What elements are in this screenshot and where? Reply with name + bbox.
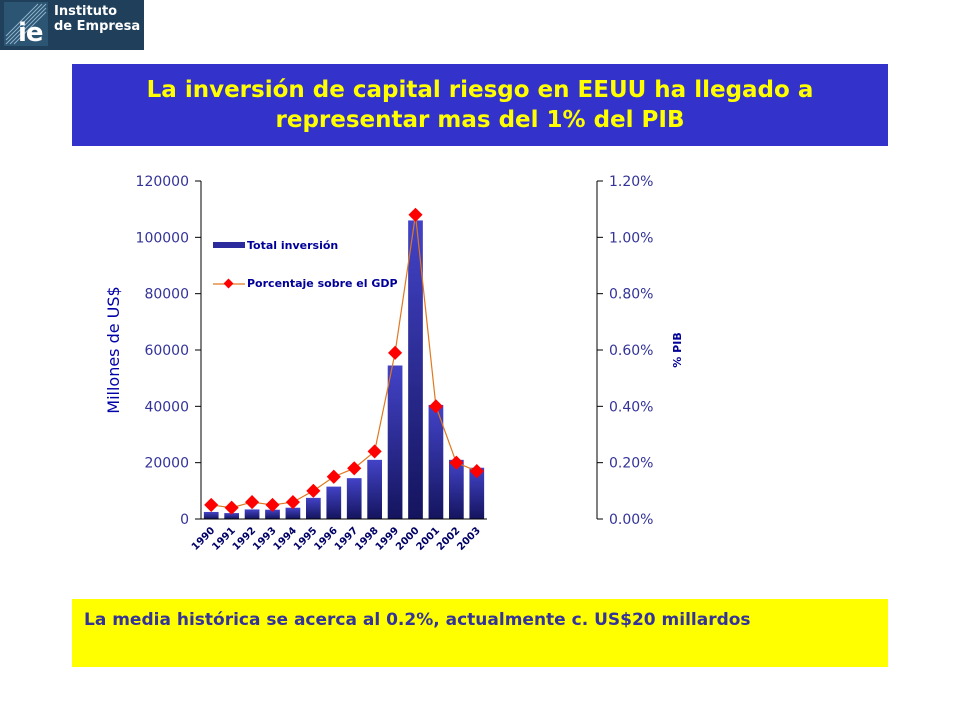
bar-series <box>203 220 485 519</box>
point-2001 <box>428 399 443 414</box>
point-1999 <box>388 345 403 360</box>
bar-2002 <box>449 459 464 519</box>
logo-initials: ie <box>18 18 44 48</box>
right-tick-label: 0.20% <box>609 456 653 472</box>
right-tick-label: 0.80% <box>609 287 653 303</box>
left-y-axis: 0 20000 40000 60000 80000 100000 120000 <box>136 174 202 528</box>
point-1993 <box>265 497 280 512</box>
point-1996 <box>326 469 341 484</box>
y2-axis-label: % PIB <box>671 332 684 367</box>
institution-logo: ie Instituto de Empresa <box>0 0 144 50</box>
bar-1999 <box>387 365 403 519</box>
legend-bar-swatch <box>213 242 245 248</box>
legend-label-bars: Total inversión <box>247 239 338 252</box>
logo-text-line2: de Empresa <box>54 19 141 34</box>
bar-1995 <box>306 497 321 519</box>
legend-label-line: Porcentaje sobre el GDP <box>247 277 398 290</box>
x-axis: 1990199119921993199419951996199719981999… <box>190 518 487 553</box>
point-1997 <box>347 461 362 476</box>
y-axis-label: Millones de US$ <box>104 286 123 413</box>
left-tick-label: 100000 <box>136 230 189 246</box>
left-tick-label: 60000 <box>144 343 189 359</box>
page-title: La inversión de capital riesgo en EEUU h… <box>146 77 814 133</box>
bar-1992 <box>244 509 260 519</box>
right-y-axis: 0.00% 0.20% 0.40% 0.60% 0.80% 1.00% 1.20% <box>596 174 653 528</box>
point-2000 <box>408 207 423 222</box>
bar-1994 <box>285 507 301 519</box>
logo-mark-icon <box>4 2 48 46</box>
legend-marker-swatch <box>223 278 234 289</box>
bar-1998 <box>367 459 382 519</box>
left-tick-label: 0 <box>180 512 189 528</box>
point-2003 <box>469 464 484 479</box>
bar-2003 <box>469 467 485 519</box>
legend: Total inversión Porcentaje sobre el GDP <box>213 239 398 290</box>
bar-2000 <box>408 220 423 519</box>
left-tick-label: 80000 <box>144 287 189 303</box>
bar-1997 <box>346 478 362 519</box>
note-text: La media histórica se acerca al 0.2%, ac… <box>84 610 751 630</box>
x-tick-label: 2003 <box>455 525 482 552</box>
point-1998 <box>367 444 382 459</box>
title-banner: La inversión de capital riesgo en EEUU h… <box>72 64 888 146</box>
right-tick-label: 0.40% <box>609 399 653 415</box>
point-1990 <box>204 497 219 512</box>
bar-2001 <box>428 404 444 519</box>
point-1992 <box>245 495 260 510</box>
left-tick-label: 20000 <box>144 456 189 472</box>
line-series <box>204 207 484 515</box>
right-tick-label: 0.60% <box>609 343 653 359</box>
right-tick-label: 1.00% <box>609 230 653 246</box>
point-1991 <box>224 500 239 515</box>
point-2002 <box>449 455 464 470</box>
logo-text-line1: Instituto <box>54 4 118 19</box>
right-tick-label: 0.00% <box>609 512 653 528</box>
point-1994 <box>285 495 300 510</box>
bar-1996 <box>326 486 342 519</box>
point-1995 <box>306 483 321 498</box>
bar-1991 <box>224 513 239 519</box>
bar-1990 <box>203 511 219 519</box>
bar-1993 <box>265 509 280 519</box>
left-tick-label: 40000 <box>144 399 189 415</box>
right-tick-label: 1.20% <box>609 174 653 190</box>
left-tick-label: 120000 <box>136 174 189 190</box>
note-banner: La media histórica se acerca al 0.2%, ac… <box>72 599 888 667</box>
